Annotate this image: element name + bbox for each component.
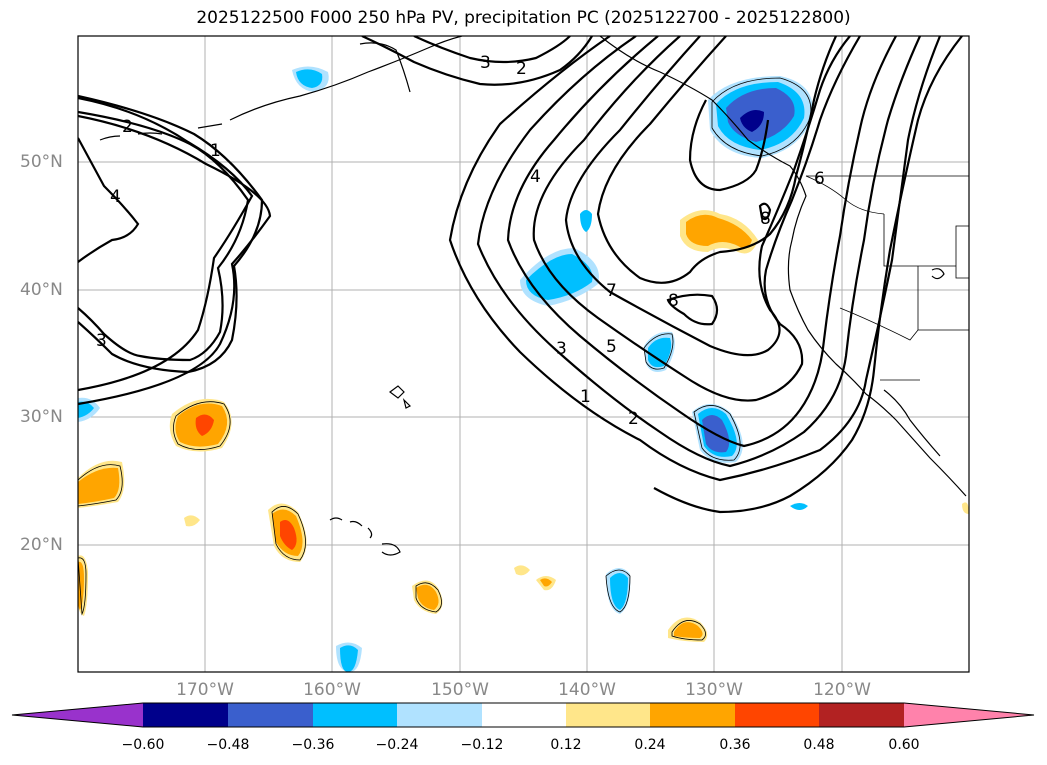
- contour-label: 3: [480, 53, 491, 73]
- lon-label: 160°W: [303, 680, 361, 700]
- colorbar-extend-high: [904, 703, 1034, 727]
- contour-label-group: 3 2 2 1 4 3 4 7 3 5 1 2 6 8 8: [96, 53, 825, 429]
- map-title: 2025122500 F000 250 hPa PV, precipitatio…: [196, 8, 851, 28]
- contour-label: 6: [814, 169, 825, 189]
- lon-label: 150°W: [431, 680, 489, 700]
- lat-label: 40°N: [20, 280, 63, 300]
- contour-label: 8: [760, 209, 771, 229]
- graticule: [78, 36, 969, 672]
- contour-label: 1: [210, 141, 221, 161]
- colorbar-segment: [313, 703, 397, 727]
- colorbar-tick-label: −0.36: [291, 737, 335, 753]
- colorbar-tick-label: 0.24: [634, 737, 666, 753]
- colorbar-segment: [735, 703, 819, 727]
- lat-label: 30°N: [20, 407, 63, 427]
- colorbar-tick-label: 0.60: [888, 737, 920, 753]
- pv-contours: [78, 36, 963, 514]
- colorbar-tick-label: 0.48: [803, 737, 835, 753]
- precip-positive-shading: [78, 210, 969, 642]
- colorbar-segment: [397, 703, 482, 727]
- contour-label: 2: [628, 409, 639, 429]
- colorbar-tick-label: −0.48: [206, 737, 250, 753]
- colorbar-outline: [11, 702, 1035, 728]
- lon-label: 140°W: [558, 680, 616, 700]
- lon-label: 120°W: [813, 680, 871, 700]
- colorbar-tick-label: 0.36: [719, 737, 751, 753]
- contour-label: 5: [606, 337, 617, 357]
- colorbar-extend-low: [12, 703, 143, 727]
- lon-label: 130°W: [685, 680, 743, 700]
- contour-label: 3: [96, 331, 107, 351]
- precip-negative-shading: [78, 66, 813, 672]
- lon-label: 170°W: [176, 680, 234, 700]
- lat-label: 20°N: [20, 535, 63, 555]
- colorbar-segment: [228, 703, 313, 727]
- colorbar-tick-label: 0.12: [550, 737, 582, 753]
- colorbar-tick-label: −0.12: [460, 737, 504, 753]
- colorbar: [11, 702, 1035, 728]
- contour-label: 2: [516, 59, 527, 79]
- contour-label: 7: [606, 281, 617, 301]
- plot-frame: [77, 35, 970, 673]
- lat-label: 50°N: [20, 152, 63, 172]
- precip-outlines: [78, 77, 812, 641]
- contour-label: 8: [668, 291, 679, 311]
- contour-label: 2: [122, 117, 133, 137]
- political-borders: [805, 175, 969, 381]
- contour-label: 3: [556, 339, 567, 359]
- contour-label: 4: [110, 187, 121, 207]
- colorbar-segment: [819, 703, 904, 727]
- colorbar-segment: [482, 703, 566, 727]
- colorbar-tick-label: −0.24: [375, 737, 419, 753]
- colorbar-segment: [566, 703, 650, 727]
- colorbar-segment: [143, 703, 228, 727]
- colorbar-segment: [650, 703, 735, 727]
- colorbar-tick-label: −0.60: [121, 737, 165, 753]
- contour-label: 1: [580, 387, 591, 407]
- contour-label: 4: [530, 167, 541, 187]
